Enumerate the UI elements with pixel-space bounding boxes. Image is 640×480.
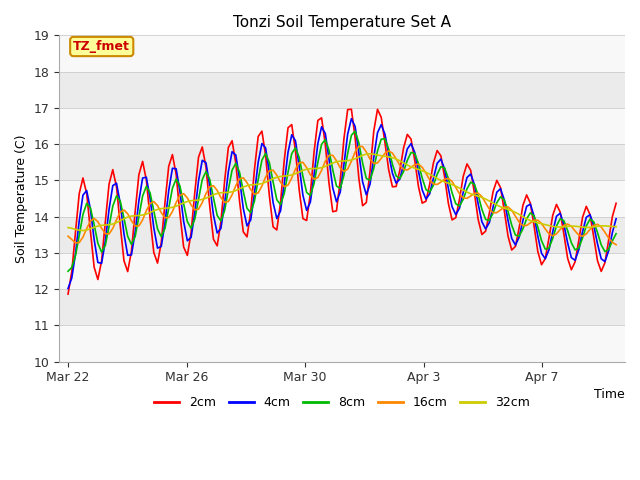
8cm <box>102 242 109 248</box>
4cm <box>348 116 355 121</box>
2cm <box>612 201 620 206</box>
8cm <box>456 203 463 209</box>
8cm <box>612 231 620 237</box>
4cm <box>456 205 463 211</box>
4cm <box>168 166 176 171</box>
32cm <box>460 187 467 193</box>
4cm <box>64 286 72 291</box>
Y-axis label: Soil Temperature (C): Soil Temperature (C) <box>15 134 28 263</box>
2cm <box>325 180 333 186</box>
32cm <box>329 160 337 166</box>
Line: 2cm: 2cm <box>68 109 616 294</box>
Bar <box>59 253 625 289</box>
16cm <box>355 144 363 149</box>
32cm <box>172 203 180 209</box>
8cm <box>337 186 344 192</box>
8cm <box>64 268 72 274</box>
16cm <box>325 152 333 158</box>
8cm <box>403 157 411 163</box>
16cm <box>102 231 109 237</box>
Text: Time: Time <box>595 388 625 401</box>
32cm <box>340 158 348 164</box>
16cm <box>168 209 176 215</box>
2cm <box>456 196 463 202</box>
4cm <box>325 156 333 162</box>
4cm <box>102 239 109 244</box>
16cm <box>612 242 620 248</box>
2cm <box>102 219 109 225</box>
8cm <box>351 128 359 134</box>
Line: 16cm: 16cm <box>68 146 616 245</box>
2cm <box>348 107 355 112</box>
Line: 8cm: 8cm <box>68 131 616 271</box>
2cm <box>168 152 176 157</box>
Bar <box>59 108 625 144</box>
32cm <box>366 151 374 156</box>
16cm <box>456 191 463 197</box>
2cm <box>403 132 411 137</box>
32cm <box>407 164 415 169</box>
32cm <box>105 222 113 228</box>
32cm <box>64 225 72 230</box>
32cm <box>79 228 87 233</box>
Bar <box>59 325 625 361</box>
Bar <box>59 36 625 72</box>
Bar <box>59 180 625 216</box>
2cm <box>337 178 344 183</box>
Line: 4cm: 4cm <box>68 119 616 288</box>
Line: 32cm: 32cm <box>68 154 616 230</box>
Legend: 2cm, 4cm, 8cm, 16cm, 32cm: 2cm, 4cm, 8cm, 16cm, 32cm <box>149 391 535 414</box>
4cm <box>403 146 411 152</box>
Text: TZ_fmet: TZ_fmet <box>74 40 130 53</box>
8cm <box>168 185 176 191</box>
4cm <box>612 216 620 222</box>
4cm <box>337 189 344 195</box>
16cm <box>403 167 411 173</box>
16cm <box>337 165 344 171</box>
Title: Tonzi Soil Temperature Set A: Tonzi Soil Temperature Set A <box>233 15 451 30</box>
32cm <box>612 224 620 229</box>
16cm <box>64 233 72 239</box>
8cm <box>325 147 333 153</box>
2cm <box>64 291 72 297</box>
